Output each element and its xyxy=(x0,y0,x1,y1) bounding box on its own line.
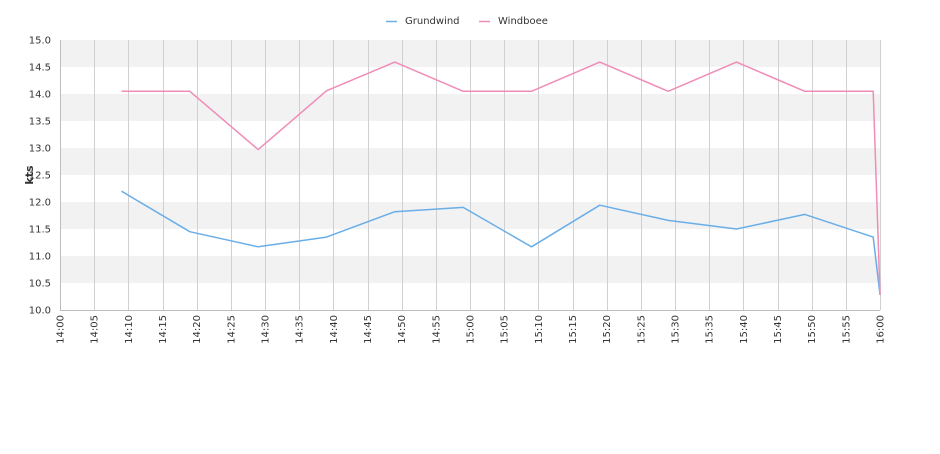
legend-item-grundwind[interactable]: Grundwind xyxy=(386,16,460,27)
legend-label-windboee: Windboee xyxy=(498,16,548,27)
y-tick-label: 13.0 xyxy=(29,144,51,155)
x-tick-label: 14:35 xyxy=(295,315,306,344)
y-tick-label: 12.0 xyxy=(29,198,51,209)
x-tick-label: 14:50 xyxy=(397,315,408,344)
x-tick-label: 14:15 xyxy=(158,315,169,344)
y-tick-label: 14.5 xyxy=(29,63,51,74)
x-tick-labels: 14:00 14:05 14:10 14:15 14:20 14:25 14:30 14:35… xyxy=(56,315,887,344)
y-tick-label: 15.0 xyxy=(29,36,51,47)
x-tick-label: 14:45 xyxy=(363,315,374,344)
x-tick-label: 15:25 xyxy=(636,315,647,344)
y-tick-label: 10.5 xyxy=(29,279,51,290)
x-tick-label: 14:20 xyxy=(192,315,203,344)
y-axis-title: kts xyxy=(23,165,36,185)
y-tick-label: 10.0 xyxy=(29,306,51,317)
x-tick-label: 14:55 xyxy=(431,315,442,344)
y-tick-label: 14.0 xyxy=(29,90,51,101)
x-tick-label: 16:00 xyxy=(876,315,887,344)
x-tick-label: 15:20 xyxy=(602,315,613,344)
x-tick-label: 15:40 xyxy=(739,315,750,344)
x-tick-label: 15:00 xyxy=(466,315,477,344)
x-tick-label: 15:35 xyxy=(705,315,716,344)
x-tick-label: 14:40 xyxy=(329,315,340,344)
x-tick-label: 14:10 xyxy=(124,315,135,344)
legend[interactable]: Grundwind Windboee xyxy=(386,16,548,27)
x-tick-label: 15:10 xyxy=(534,315,545,344)
x-tick-label: 15:45 xyxy=(773,315,784,344)
x-tick-label: 14:00 xyxy=(56,315,67,344)
x-tick-label: 15:15 xyxy=(568,315,579,344)
axes xyxy=(60,40,880,311)
x-tick-label: 14:05 xyxy=(90,315,101,344)
series-lines xyxy=(121,61,881,295)
x-tick-label: 15:30 xyxy=(671,315,682,344)
x-tick-label: 14:30 xyxy=(261,315,272,344)
y-tick-label: 11.0 xyxy=(29,252,51,263)
x-tick-label: 15:55 xyxy=(841,315,852,344)
x-tick-label: 15:50 xyxy=(807,315,818,344)
y-tick-label: 13.5 xyxy=(29,117,51,128)
x-tick-label: 15:05 xyxy=(500,315,511,344)
y-tick-label: 11.5 xyxy=(29,225,51,236)
legend-item-windboee[interactable]: Windboee xyxy=(479,16,548,27)
legend-label-grundwind: Grundwind xyxy=(405,16,460,27)
series-line-grundwind xyxy=(121,190,881,295)
y-tick-labels: 10.0 10.5 11.0 11.5 12.0 12.5 13.0 13.5 14.0 14.5… xyxy=(29,36,51,317)
x-tick-label: 14:25 xyxy=(226,315,237,344)
y-tick-label: 12.5 xyxy=(29,171,51,182)
series-line-windboee xyxy=(121,61,881,295)
